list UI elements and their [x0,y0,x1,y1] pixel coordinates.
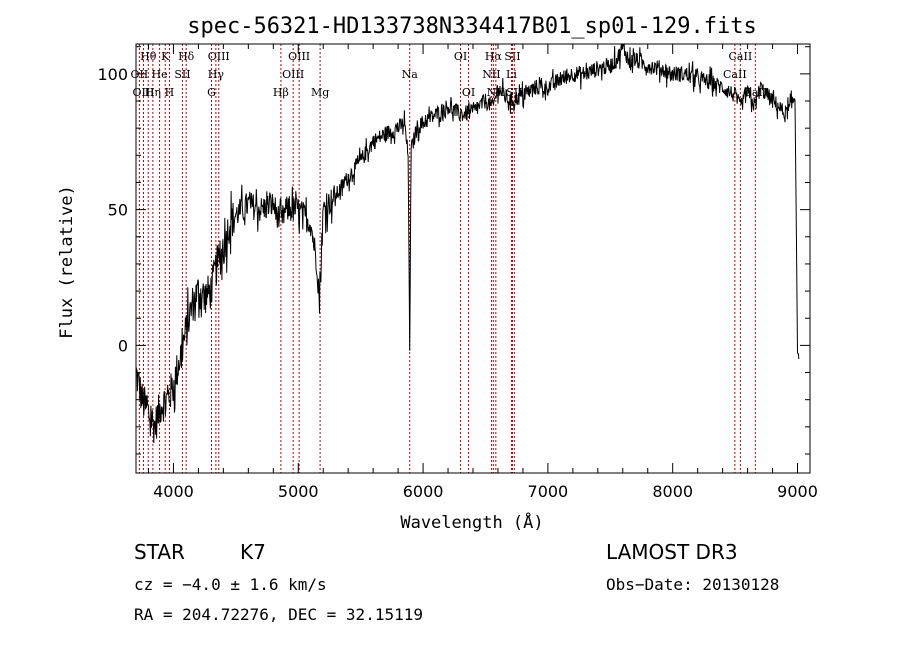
chart-title: spec-56321-HD133738N334417B01_sp01-129.f… [187,14,757,39]
spectral-line-label: SII [504,50,520,63]
spectral-line-label: Hβ [273,86,289,99]
spectral-line-label: SII [174,68,190,81]
spectral-line-label: Li [506,68,517,81]
spectral-line-label: Hδ [178,50,195,63]
spectral-line-label: CaII [729,50,753,63]
sky-coordinates: RA = 204.72276, DEC = 32.15119 [134,605,423,624]
x-axis-label: Wavelength (Å) [400,511,543,533]
spectral-line-label: G [207,86,216,99]
x-tick-label: 4000 [153,482,194,501]
spectral-lines: Hθ OII OIII K He Hη Hδ SII H OIII Hγ G Hβ OIII OIII Mg N… [131,44,767,473]
x-tick-label: 5000 [278,482,319,501]
spectral-line-label: OIII [288,50,310,63]
spectral-line-label: Hη [145,86,161,99]
redshift-value: cz = −4.0 ± 1.6 km/s [134,575,327,594]
survey-name: LAMOST DR3 [606,540,738,564]
spectral-line-label: OIII [282,68,304,81]
spectral-line-label: Mg [311,86,329,99]
spectral-line-label: OIII [132,86,154,99]
observation-date: Obs−Date: 20130128 [606,575,780,594]
spectral-line-label: Hγ [208,68,225,81]
x-tick-label: 8000 [652,482,693,501]
spectral-line-label: H [165,86,175,99]
x-tick-label: 9000 [777,482,818,501]
spectrum-series [135,42,800,444]
spectral-line-label: OI [454,50,467,63]
flux-series-line [135,42,800,444]
x-tick-label: 6000 [403,482,444,501]
spectral-line-label: CaII [723,68,747,81]
spectral-line-label: Hα [485,50,503,63]
y-tick-label: 50 [108,201,128,220]
spectral-line-label: NII [482,68,500,81]
spectral-line-label: K [161,50,170,63]
spectral-line-label: Hθ [140,50,157,63]
spectral-line-label: OIII [208,50,230,63]
y-axis-label: Flux (relative) [57,185,77,339]
object-class: STAR [134,540,185,564]
y-tick-label: 0 [118,336,128,355]
axis-ticks: 4000 5000 6000 7000 8000 9000 0 50 100 [97,44,818,501]
x-tick-label: 7000 [528,482,569,501]
spectral-line-label: He [152,68,168,81]
spectral-line-label: OII [131,68,149,81]
spectral-line-label: OI [462,86,475,99]
y-tick-label: 100 [97,65,128,84]
spectral-line-label: Na [402,68,419,81]
object-subclass: K7 [240,540,266,564]
